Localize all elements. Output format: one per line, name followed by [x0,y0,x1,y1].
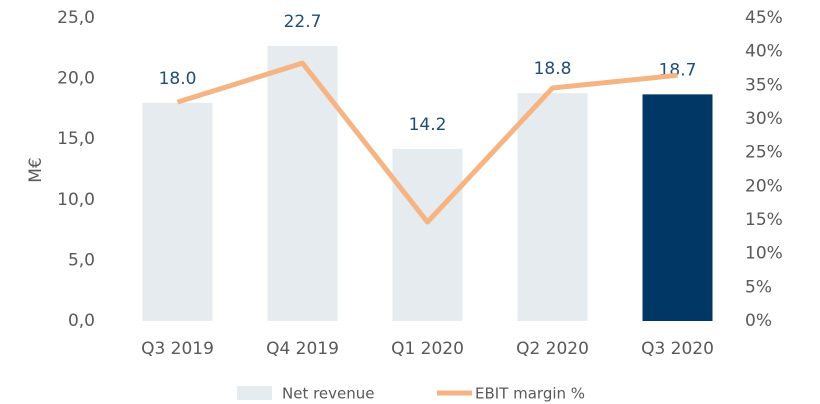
x-tick-label: Q2 2020 [516,339,589,359]
bar [642,94,713,321]
y2-tick-label: 30% [745,109,783,129]
y2-tick-label: 10% [745,244,783,264]
y2-tick-label: 45% [745,8,783,28]
y-tick-label: 10,0 [57,190,95,210]
x-tick-label: Q4 2019 [266,339,339,359]
x-tick-label: Q3 2020 [641,339,714,359]
y-tick-label: 25,0 [57,8,95,28]
y2-tick-label: 0% [745,311,772,331]
x-tick-label: Q1 2020 [391,339,464,359]
legend-label: Net revenue [282,385,375,403]
bar [142,102,213,321]
line [176,60,678,225]
x-tick-label: Q3 2019 [141,339,214,359]
y2-tick-label: 40% [745,42,783,62]
y2-tick-label: 20% [745,176,783,196]
bar [517,93,588,321]
legend-label: EBIT margin % [475,385,585,403]
y-tick-label: 0,0 [68,311,95,331]
y2-tick-label: 5% [745,277,772,297]
y-axis-label: M€ [26,157,46,182]
y-tick-label: 5,0 [68,250,95,270]
y2-tick-label: 35% [745,75,783,95]
data-label: 14.2 [409,115,447,135]
bar [392,148,463,321]
y2-tick-label: 25% [745,143,783,163]
data-label: 18.0 [159,69,197,89]
data-label: 22.7 [284,12,322,32]
y-tick-label: 15,0 [57,129,95,149]
y-tick-label: 20,0 [57,69,95,89]
legend-swatch [237,386,272,400]
y2-tick-label: 15% [745,210,783,230]
bar [267,45,338,321]
data-label: 18.8 [534,59,572,79]
